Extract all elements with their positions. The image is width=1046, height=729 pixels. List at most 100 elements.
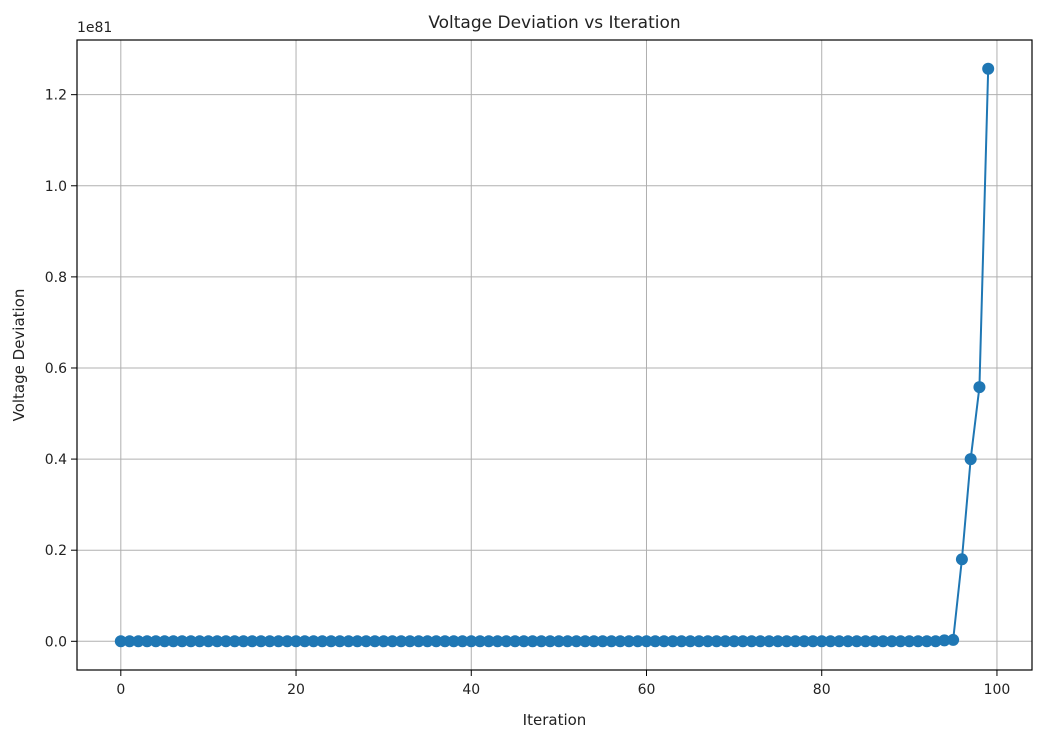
data-point: [237, 635, 250, 648]
data-point: [482, 635, 495, 648]
data-point: [780, 635, 793, 648]
data-point: [754, 635, 767, 648]
data-point: [824, 635, 837, 648]
data-point: [605, 635, 618, 648]
data-point: [368, 635, 381, 648]
data-point: [325, 635, 338, 648]
y-tick-label: 0.0: [45, 634, 67, 650]
x-tick-label: 60: [638, 682, 656, 698]
data-point: [342, 635, 355, 648]
data-point: [693, 635, 706, 648]
data-point: [535, 635, 548, 648]
tick-layer: 0 20 40 60 80 100 0.0 0.2 0.4 0.6 0.8 1.0 1.2: [45, 88, 1011, 698]
data-point: [219, 635, 232, 648]
y-tick-label: 1.2: [45, 88, 67, 104]
data-point: [465, 635, 478, 648]
data-point: [964, 453, 977, 466]
data-point: [912, 635, 925, 648]
y-tick-label: 0.8: [45, 270, 67, 286]
data-point: [290, 635, 303, 648]
data-point: [938, 634, 951, 647]
data-point: [894, 635, 907, 648]
data-point: [158, 635, 171, 648]
data-point: [430, 635, 443, 648]
data-point: [842, 635, 855, 648]
data-point: [333, 635, 346, 648]
data-point: [509, 635, 522, 648]
data-point: [763, 635, 776, 648]
y-tick-label: 0.4: [45, 452, 67, 468]
data-point: [736, 635, 749, 648]
x-axis-label: Iteration: [523, 711, 587, 729]
y-axis-offset-label: 1e81: [77, 20, 112, 36]
data-point: [789, 635, 802, 648]
y-tick-label: 0.6: [45, 361, 67, 377]
x-tick-label: 80: [813, 682, 831, 698]
data-point: [202, 635, 215, 648]
data-point: [710, 635, 723, 648]
data-point: [771, 635, 784, 648]
data-point: [281, 635, 294, 648]
data-point: [719, 635, 732, 648]
data-point: [885, 635, 898, 648]
data-point: [228, 635, 241, 648]
chart-title: Voltage Deviation vs Iteration: [428, 13, 680, 33]
data-point: [193, 635, 206, 648]
data-point: [298, 635, 311, 648]
data-point: [500, 635, 513, 648]
data-point: [815, 635, 828, 648]
data-point: [579, 635, 592, 648]
data-point: [684, 635, 697, 648]
data-point: [307, 635, 320, 648]
data-point: [701, 635, 714, 648]
data-point: [947, 633, 960, 646]
data-point: [456, 635, 469, 648]
series-line: [120, 68, 990, 643]
series-layer: [114, 62, 995, 648]
data-point: [570, 635, 583, 648]
data-point: [929, 635, 942, 648]
y-tick-label: 0.2: [45, 543, 67, 559]
data-point: [412, 635, 425, 648]
data-point: [114, 635, 127, 648]
data-point: [955, 553, 968, 566]
data-point: [386, 635, 399, 648]
data-point: [745, 635, 758, 648]
data-point: [675, 635, 688, 648]
grid: [77, 40, 1032, 670]
data-point: [403, 635, 416, 648]
data-point: [132, 635, 145, 648]
data-point: [517, 635, 530, 648]
data-point: [552, 635, 565, 648]
data-point: [254, 635, 267, 648]
data-point: [806, 635, 819, 648]
data-point: [859, 635, 872, 648]
data-point: [614, 635, 627, 648]
x-tick-label: 0: [116, 682, 125, 698]
data-point: [973, 381, 986, 394]
data-point: [903, 635, 916, 648]
y-tick-label: 1.0: [45, 179, 67, 195]
data-point: [877, 635, 890, 648]
data-point: [798, 635, 811, 648]
data-point: [631, 635, 644, 648]
data-point: [176, 635, 189, 648]
data-point: [850, 635, 863, 648]
x-tick-label: 100: [984, 682, 1011, 698]
data-point: [561, 635, 574, 648]
plot-frame: [76, 39, 1033, 671]
data-point: [316, 635, 329, 648]
data-point: [395, 635, 408, 648]
data-point: [666, 635, 679, 648]
data-point: [272, 635, 285, 648]
data-point: [421, 635, 434, 648]
data-point: [920, 635, 933, 648]
data-point: [833, 635, 846, 648]
data-point: [868, 635, 881, 648]
data-point: [123, 635, 136, 648]
data-point: [377, 635, 390, 648]
data-point: [658, 635, 671, 648]
data-point: [474, 635, 487, 648]
data-point: [491, 635, 504, 648]
